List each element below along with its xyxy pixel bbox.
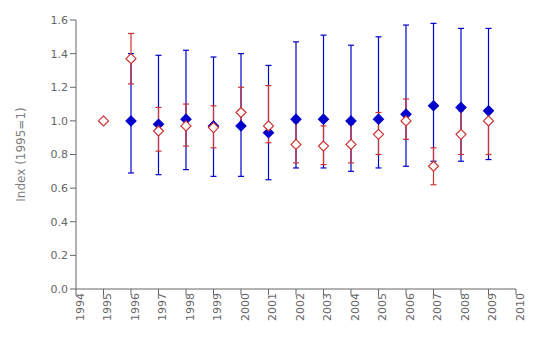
svg-text:2002: 2002	[294, 293, 307, 321]
svg-text:Index (1995=1): Index (1995=1)	[14, 107, 28, 201]
svg-text:1.6: 1.6	[51, 14, 69, 27]
svg-text:1995: 1995	[101, 293, 114, 321]
svg-text:2003: 2003	[321, 293, 334, 321]
svg-text:1.2: 1.2	[51, 81, 69, 94]
svg-text:2004: 2004	[349, 293, 362, 321]
svg-text:1998: 1998	[184, 293, 197, 321]
svg-text:2005: 2005	[376, 293, 389, 321]
svg-text:0.6: 0.6	[51, 182, 69, 195]
svg-text:0.0: 0.0	[51, 283, 69, 296]
svg-text:2001: 2001	[266, 293, 279, 321]
svg-text:2009: 2009	[486, 293, 499, 321]
svg-text:0.8: 0.8	[51, 148, 69, 161]
svg-text:1999: 1999	[211, 293, 224, 321]
svg-text:1994: 1994	[74, 293, 87, 321]
svg-text:2006: 2006	[404, 293, 417, 321]
svg-text:0.4: 0.4	[51, 216, 69, 229]
svg-text:0.2: 0.2	[51, 249, 69, 262]
svg-text:1.0: 1.0	[51, 115, 69, 128]
svg-text:2010: 2010	[514, 293, 527, 321]
svg-text:2007: 2007	[431, 293, 444, 321]
svg-text:1.4: 1.4	[51, 48, 69, 61]
svg-text:1997: 1997	[156, 293, 169, 321]
svg-text:2000: 2000	[239, 293, 252, 321]
svg-text:2008: 2008	[459, 293, 472, 321]
svg-text:1996: 1996	[129, 293, 142, 321]
